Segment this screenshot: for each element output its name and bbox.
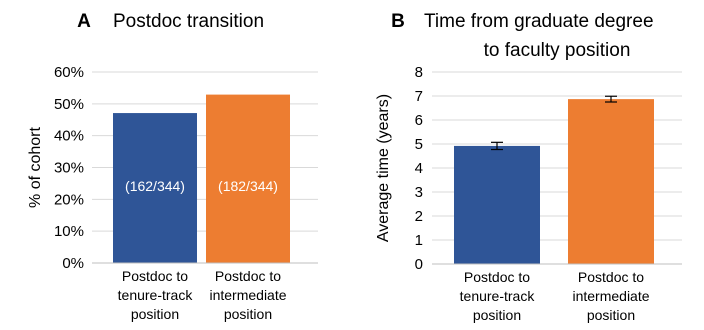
- panel-a-category-label: intermediate: [209, 287, 286, 303]
- panel-a-bar-data-label: (182/344): [218, 178, 278, 194]
- panel-a-category-label: Postdoc to: [215, 268, 281, 284]
- panel-a-bar-data-label: (162/344): [125, 178, 185, 194]
- panel-b-ytick-label: 0: [415, 256, 423, 273]
- panel-a-bar: [206, 94, 290, 263]
- panel-a-title: Postdoc transition: [113, 11, 264, 32]
- panel-a-category-label: position: [224, 306, 272, 322]
- panel-b-ytick-label: 8: [415, 64, 423, 81]
- panel-b-title-line-2: to faculty position: [484, 40, 631, 61]
- panel-a-category-label: tenure-track: [118, 287, 194, 303]
- panel-a-ylabel: % of cohort: [27, 126, 44, 207]
- panel-b-ytick-label: 5: [415, 136, 423, 153]
- panel-b-category-label: position: [587, 307, 635, 323]
- panel-b-category-label: intermediate: [572, 288, 649, 304]
- panel-a-category-label: Postdoc to: [122, 268, 188, 284]
- panel-b-ytick-label: 7: [415, 88, 423, 105]
- panel-a-ytick-label: 40%: [54, 128, 84, 145]
- panel-a-ytick-label: 0%: [62, 255, 84, 272]
- panel-b-ytick-label: 3: [415, 184, 423, 201]
- panel-b-ytick-label: 1: [415, 232, 423, 249]
- panel-b-category-label: Postdoc to: [578, 269, 644, 285]
- panel-b-bar: [568, 99, 654, 265]
- panel-b-ytick-label: 2: [415, 208, 423, 225]
- panel-a-ytick-label: 30%: [54, 160, 84, 177]
- panel-a-category-label: position: [131, 306, 179, 322]
- panel-a-ytick-label: 10%: [54, 223, 84, 240]
- panel-b-category-label: tenure-track: [460, 288, 536, 304]
- panel-b-category-label: position: [473, 307, 521, 323]
- panel-a-letter: A: [77, 11, 91, 32]
- panel-a-ytick-label: 60%: [54, 64, 84, 81]
- panel-a-bar: [113, 113, 197, 263]
- panel-b-bar: [454, 145, 540, 264]
- panel-b-category-label: Postdoc to: [464, 269, 530, 285]
- panel-a-ytick-label: 50%: [54, 96, 84, 113]
- panel-b-title-line-1: Time from graduate degree: [424, 11, 654, 32]
- panel-b-ytick-label: 4: [415, 160, 423, 177]
- panel-b-ylabel: Average time (years): [375, 94, 392, 242]
- panel-b-ytick-label: 6: [415, 112, 423, 129]
- panel-a-ytick-label: 20%: [54, 191, 84, 208]
- panel-b-letter: B: [391, 11, 405, 32]
